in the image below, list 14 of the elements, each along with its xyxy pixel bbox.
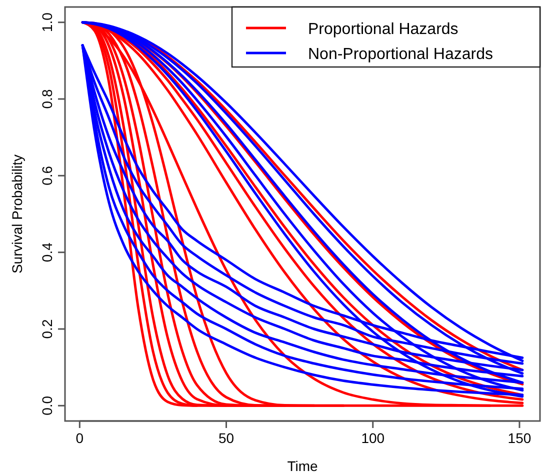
y-tick-label: 0.0 <box>39 396 55 416</box>
y-tick-label: 0.2 <box>39 319 55 339</box>
y-tick-label: 0.6 <box>39 166 55 186</box>
legend-label: Non-Proportional Hazards <box>308 46 493 63</box>
x-tick-label: 100 <box>361 430 385 446</box>
y-tick-label: 0.8 <box>39 89 55 109</box>
y-tick-label: 1.0 <box>39 12 55 32</box>
x-axis-title: Time <box>287 458 318 474</box>
x-tick-label: 0 <box>76 430 84 446</box>
y-axis-title: Survival Probability <box>9 154 25 274</box>
x-tick-label: 50 <box>218 430 234 446</box>
legend-label: Proportional Hazards <box>308 21 458 38</box>
x-tick-label: 150 <box>508 430 532 446</box>
y-tick-label: 0.4 <box>39 242 55 262</box>
